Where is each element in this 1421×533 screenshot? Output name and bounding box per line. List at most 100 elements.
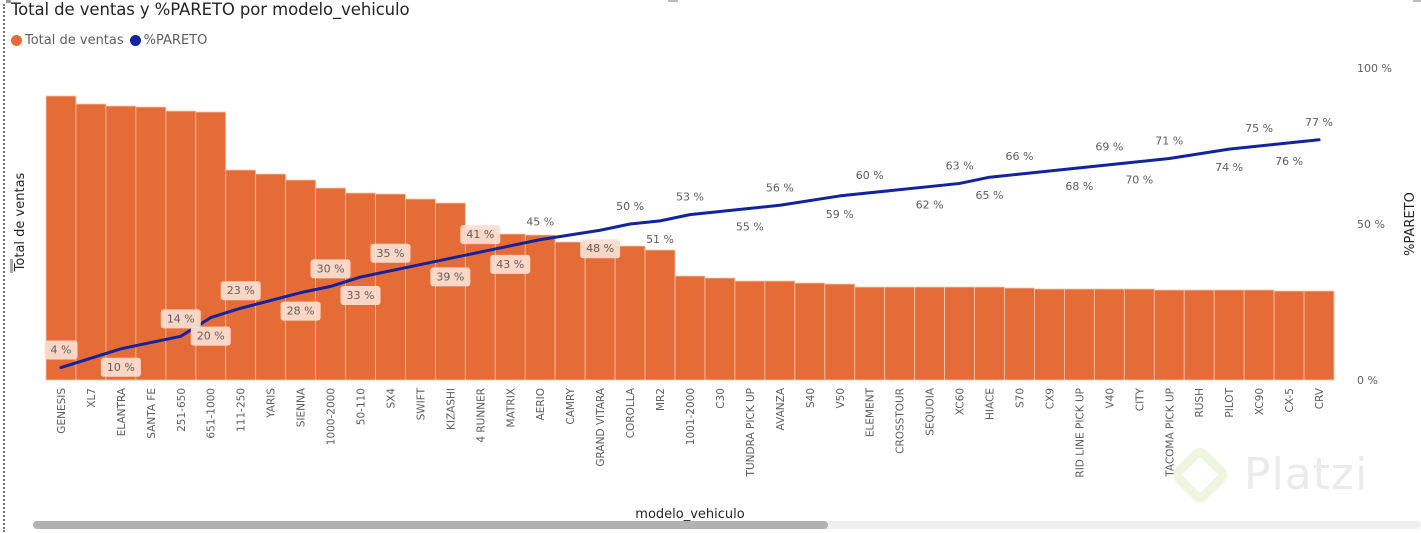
bar[interactable] <box>884 286 916 381</box>
bar[interactable] <box>1064 288 1095 381</box>
pareto-data-label: 71 % <box>1155 134 1183 147</box>
bar[interactable] <box>1243 289 1275 381</box>
x-tick-label: SWIFT <box>415 387 427 420</box>
bar[interactable] <box>1273 290 1305 381</box>
x-tick-label: ELEMENT <box>865 387 877 437</box>
bar[interactable] <box>285 179 316 381</box>
line-series-pareto <box>59 138 1321 370</box>
legend-item-pareto[interactable]: %PARETO <box>129 33 208 48</box>
y-axis-title: Total de ventas <box>13 172 28 272</box>
x-tick-label: AVANZA <box>775 387 787 430</box>
platzi-watermark: Platzi <box>1168 443 1369 506</box>
watermark-text: Platzi <box>1244 449 1369 500</box>
x-tick-label: SEQUOIA <box>925 387 937 436</box>
bar[interactable] <box>704 277 736 381</box>
bar[interactable] <box>764 280 796 381</box>
scrollbar-thumb[interactable] <box>33 521 828 529</box>
pareto-data-label: 50 % <box>616 200 644 213</box>
bar[interactable] <box>225 169 257 381</box>
legend-label: %PARETO <box>143 33 208 48</box>
pareto-data-label: 10 % <box>107 361 135 374</box>
x-tick-label: C30 <box>715 388 727 409</box>
x-tick-label: HIACE <box>985 388 997 420</box>
bar[interactable] <box>584 243 616 381</box>
pareto-data-label: 20 % <box>197 330 225 343</box>
pareto-data-label: 74 % <box>1215 161 1243 174</box>
pareto-data-label: 56 % <box>766 181 794 194</box>
bar[interactable] <box>375 193 406 381</box>
legend-dot-icon <box>129 35 141 46</box>
bar[interactable] <box>75 103 107 381</box>
y2-tick-label: 0 % <box>1357 374 1378 387</box>
bar[interactable] <box>674 275 706 381</box>
legend: Total de ventas %PARETO <box>11 33 213 48</box>
x-tick-label: S70 <box>1014 388 1026 408</box>
pareto-data-label: 48 % <box>586 242 614 255</box>
y2-axis-title: %PARETO <box>1403 192 1418 256</box>
resize-handle-top[interactable] <box>668 0 678 2</box>
pareto-data-label: 60 % <box>856 169 884 182</box>
x-tick-label: TACOMA PICK UP <box>1164 388 1176 478</box>
bar[interactable] <box>644 249 676 381</box>
pareto-data-label: 70 % <box>1125 174 1153 187</box>
bar[interactable] <box>405 198 436 381</box>
data-label-bg <box>580 239 621 259</box>
bar[interactable] <box>854 286 886 381</box>
bar[interactable] <box>824 283 856 381</box>
bar[interactable] <box>914 286 946 381</box>
bar[interactable] <box>45 95 77 381</box>
bar[interactable] <box>1034 288 1065 381</box>
bar[interactable] <box>1004 287 1035 381</box>
bar[interactable] <box>1183 289 1215 381</box>
pareto-data-label: 55 % <box>736 220 764 233</box>
bar[interactable] <box>255 173 287 381</box>
x-tick-label: CX-5 <box>1284 388 1296 412</box>
legend-item-total-ventas[interactable]: Total de ventas <box>11 33 124 48</box>
pareto-data-label: 23 % <box>227 284 255 297</box>
bar[interactable] <box>1153 289 1185 381</box>
x-tick-label: 651-1000 <box>206 388 218 439</box>
x-tick-label: MATRIX <box>505 388 517 427</box>
data-label-bg <box>370 243 411 263</box>
data-label-bg <box>160 309 201 329</box>
pareto-data-label: 51 % <box>646 233 674 246</box>
bar[interactable] <box>1213 289 1245 381</box>
bar[interactable] <box>974 286 1005 381</box>
pareto-data-label: 45 % <box>526 216 554 229</box>
legend-dot-icon <box>11 35 22 46</box>
pareto-data-label: 65 % <box>976 189 1004 202</box>
bar[interactable] <box>1123 288 1155 381</box>
pareto-line <box>59 138 1321 370</box>
x-tick-label: CRV <box>1314 387 1326 409</box>
bar[interactable] <box>105 105 137 381</box>
data-label-bg <box>340 286 381 306</box>
bar[interactable] <box>135 106 167 381</box>
resize-handle-top-left[interactable] <box>6 0 11 3</box>
bar[interactable] <box>944 286 975 381</box>
bar[interactable] <box>1093 288 1125 381</box>
x-tick-label: ELANTRA <box>116 387 128 436</box>
bar[interactable] <box>794 282 826 381</box>
bar[interactable] <box>614 245 646 381</box>
x-tick-label: XC90 <box>1254 388 1266 415</box>
x-tick-label: CITY <box>1134 387 1146 411</box>
data-label-bg <box>310 259 351 279</box>
bar[interactable] <box>1303 290 1335 381</box>
x-tick-label: CAMRY <box>565 387 577 424</box>
pareto-data-label: 77 % <box>1305 116 1333 129</box>
x-tick-label: XC60 <box>955 388 967 415</box>
bar[interactable] <box>734 280 766 381</box>
resize-handle-top-right[interactable] <box>1413 0 1421 2</box>
resize-handle-left[interactable] <box>10 259 13 273</box>
bar[interactable] <box>554 241 586 381</box>
data-label-bg <box>100 357 141 377</box>
x-tick-label: RUSH <box>1194 388 1206 418</box>
platzi-logo-icon <box>1168 443 1232 506</box>
pareto-data-labels: 4 % 10 % 14 %20 % 23 % 28 % 30 % 33 % 35 % 39 % 4… <box>44 116 1333 377</box>
bar[interactable] <box>315 187 346 381</box>
x-tick-label: V50 <box>835 388 847 409</box>
x-tick-label: 1000-2000 <box>326 388 338 445</box>
x-tick-label: GRAND VITARA <box>595 387 607 466</box>
pareto-data-label: 28 % <box>287 305 315 318</box>
legend-label: Total de ventas <box>25 33 124 48</box>
